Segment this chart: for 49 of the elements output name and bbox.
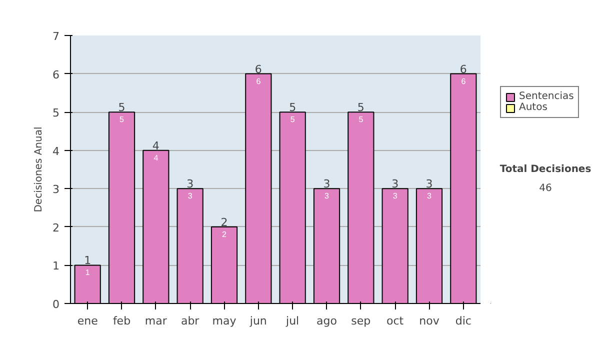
total-label: 3 — [323, 178, 330, 191]
x-tick-label: sep — [351, 314, 371, 328]
total-label: 4 — [152, 139, 160, 152]
y-tick-label: 2 — [52, 221, 60, 234]
data-label: 1 — [85, 268, 90, 278]
data-label: 3 — [392, 192, 398, 201]
data-label: 6 — [256, 76, 262, 86]
x-tick-label: mar — [144, 314, 168, 328]
x-tick-label: feb — [112, 314, 131, 328]
text: 46 — [539, 182, 552, 194]
y-tick-label: 4 — [52, 144, 60, 158]
data-label: 3 — [324, 192, 330, 201]
total-label: 5 — [289, 101, 296, 114]
x-tick-label: jun — [248, 314, 267, 328]
text: Total Decisiones — [500, 164, 592, 175]
data-label: 3 — [188, 192, 193, 201]
y-tick-label: 1 — [52, 260, 60, 273]
total-label: 3 — [426, 178, 433, 191]
data-label: 5 — [120, 115, 125, 124]
x-tick-label: abr — [180, 314, 200, 328]
total-label: 6 — [254, 62, 262, 76]
total-label: 6 — [460, 62, 467, 76]
data-label: 5 — [358, 115, 364, 124]
legend-label: Autos — [519, 102, 548, 113]
total-label: 1 — [84, 254, 92, 268]
x-tick-label: nov — [419, 314, 440, 328]
legend-label: Sentencias — [519, 91, 574, 102]
y-tick-label: 7 — [52, 30, 60, 43]
y-axis-title: Decisiones Anual — [34, 126, 44, 212]
y-tick-label: 0 — [52, 298, 60, 311]
data-label: 3 — [427, 192, 432, 201]
x-tick-label: ene — [77, 314, 98, 328]
x-tick-label: dic — [455, 314, 472, 328]
x-tick-label: jul — [285, 314, 300, 328]
total-label: 5 — [118, 101, 126, 114]
data-label: 2 — [222, 230, 228, 239]
x-tick-label: ago — [316, 314, 338, 328]
total-label: 2 — [220, 216, 228, 229]
data-label: 5 — [290, 115, 296, 124]
x-tick-label: may — [212, 314, 237, 328]
y-tick-label: 6 — [52, 68, 60, 82]
y-tick-label: 3 — [52, 183, 60, 196]
data-label: 6 — [461, 76, 466, 86]
total-label: 3 — [392, 178, 399, 191]
x-tick-label: oct — [386, 314, 404, 328]
total-label: 3 — [186, 178, 194, 191]
data-label: 4 — [154, 153, 159, 162]
total-label: 5 — [357, 101, 364, 114]
y-tick-label: 5 — [52, 106, 60, 120]
